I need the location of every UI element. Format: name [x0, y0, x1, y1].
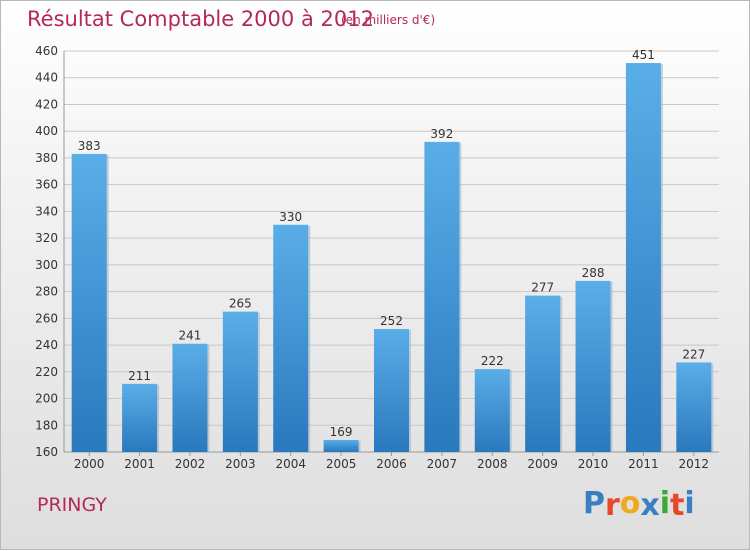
- bar-2004: [273, 224, 309, 452]
- bar-2001: [122, 383, 158, 452]
- y-tick-label: 340: [35, 204, 58, 218]
- bar-value-label: 392: [430, 127, 453, 141]
- bar-value-label: 451: [632, 48, 655, 62]
- x-tick-label: 2006: [376, 457, 407, 471]
- y-tick-label: 280: [35, 285, 58, 299]
- y-tick-label: 460: [35, 44, 58, 58]
- logo-letter: r: [605, 488, 620, 523]
- y-tick-label: 260: [35, 311, 58, 325]
- y-tick-label: 180: [35, 418, 58, 432]
- y-tick-label: 380: [35, 151, 58, 165]
- bar-2012: [676, 362, 712, 452]
- bar-value-label: 252: [380, 314, 403, 328]
- bar-value-label: 330: [279, 210, 302, 224]
- y-tick-label: 360: [35, 178, 58, 192]
- bar-value-label: 288: [582, 266, 605, 280]
- logo-letter: P: [583, 486, 605, 521]
- logo-letter: t: [670, 488, 685, 523]
- x-tick-label: 2002: [175, 457, 206, 471]
- x-tick-label: 2012: [679, 457, 710, 471]
- proxiti-logo: Proxiti: [583, 486, 695, 523]
- logo-letter: x: [640, 488, 660, 523]
- logo-letter: i: [684, 486, 695, 521]
- y-tick-label: 300: [35, 258, 58, 272]
- logo-letter: o: [619, 486, 641, 521]
- x-tick-label: 2000: [74, 457, 105, 471]
- bar-2002: [172, 343, 208, 452]
- x-tick-label: 2008: [477, 457, 508, 471]
- y-tick-label: 220: [35, 365, 58, 379]
- commune-name: PRINGY: [37, 494, 107, 516]
- logo-letter: i: [659, 486, 671, 521]
- x-tick-label: 2010: [578, 457, 609, 471]
- x-tick-label: 2007: [427, 457, 458, 471]
- chart-subtitle: (en milliers d'€): [341, 13, 436, 27]
- bar-value-label: 227: [682, 347, 705, 361]
- bar-2010: [575, 280, 611, 452]
- x-tick-label: 2005: [326, 457, 357, 471]
- y-tick-label: 420: [35, 97, 58, 111]
- y-tick-label: 440: [35, 71, 58, 85]
- bar-2005: [323, 439, 359, 452]
- bar-value-label: 169: [330, 425, 353, 439]
- y-tick-label: 320: [35, 231, 58, 245]
- bar-2011: [625, 63, 661, 452]
- bar-2003: [222, 311, 258, 452]
- x-tick-label: 2011: [628, 457, 659, 471]
- x-tick-label: 2003: [225, 457, 256, 471]
- bar-2008: [474, 369, 510, 452]
- bar-value-label: 211: [128, 369, 151, 383]
- x-tick-label: 2004: [275, 457, 306, 471]
- bar-2006: [374, 329, 409, 452]
- bar-value-label: 383: [78, 139, 101, 153]
- chart-title: Résultat Comptable 2000 à 2012: [27, 7, 374, 31]
- bar-2009: [525, 295, 561, 452]
- bar-value-label: 277: [531, 281, 554, 295]
- bar-2007: [424, 141, 460, 453]
- y-tick-label: 240: [35, 338, 58, 352]
- bar-value-label: 241: [179, 329, 202, 343]
- y-tick-label: 160: [35, 445, 58, 459]
- y-tick-label: 200: [35, 392, 58, 406]
- y-tick-label: 400: [35, 124, 58, 138]
- x-tick-label: 2009: [527, 457, 558, 471]
- bar-value-label: 265: [229, 297, 252, 311]
- bar-2000: [71, 153, 107, 452]
- bar-value-label: 222: [481, 354, 504, 368]
- x-tick-label: 2001: [124, 457, 155, 471]
